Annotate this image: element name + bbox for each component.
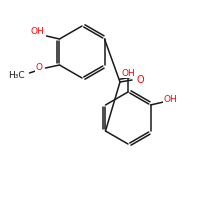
Text: OH: OH (164, 96, 177, 104)
Text: H₃C: H₃C (8, 72, 25, 80)
Text: OH: OH (121, 68, 135, 77)
Text: O: O (136, 75, 144, 85)
Text: OH: OH (31, 27, 44, 36)
Text: O: O (36, 64, 43, 72)
